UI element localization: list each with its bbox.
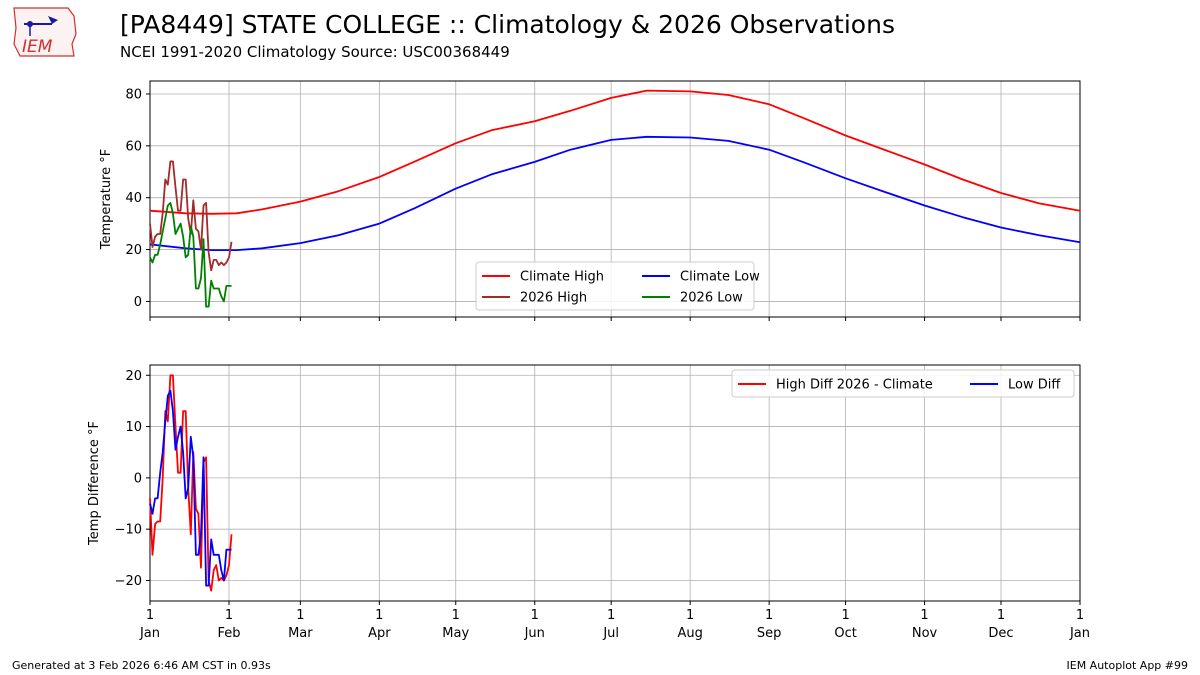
- y-tick-label: 0: [134, 295, 142, 310]
- y-tick-label: 20: [125, 369, 142, 384]
- generated-timestamp: Generated at 3 Feb 2026 6:46 AM CST in 0…: [12, 659, 271, 672]
- y-tick-label: 60: [125, 139, 142, 154]
- legend-box: [731, 369, 1075, 398]
- plot-frame: [149, 80, 1081, 318]
- x-tick-month-label: Nov: [912, 626, 938, 641]
- app-label: IEM Autoplot App #99: [1066, 659, 1189, 672]
- x-tick-label: 1: [225, 608, 233, 623]
- legend-label: 2026 Low: [680, 291, 743, 306]
- legend-label: Climate Low: [680, 270, 760, 285]
- legend-label: Low Diff: [1008, 378, 1061, 393]
- x-tick-month-label: Jan: [1069, 626, 1090, 641]
- x-tick-month-label: Jul: [602, 626, 619, 641]
- x-tick-label: 1: [531, 608, 539, 623]
- x-tick-month-label: Mar: [288, 626, 313, 641]
- series-line-low-diff: [149, 389, 232, 587]
- y-tick-label: 10: [125, 420, 142, 435]
- series-line-climate-high: [149, 89, 1081, 215]
- series-line-high-diff-2026-climate: [149, 374, 233, 592]
- legend-label: Climate High: [520, 270, 604, 285]
- legend-label: 2026 High: [520, 291, 587, 306]
- x-tick-label: 1: [146, 608, 154, 623]
- x-tick-label: 1: [686, 608, 694, 623]
- x-tick-month-label: Sep: [757, 626, 782, 641]
- x-tick-label: 1: [841, 608, 849, 623]
- x-tick-label: 1: [765, 608, 773, 623]
- svg-text:IEM: IEM: [22, 37, 53, 57]
- y-tick-label: 20: [125, 243, 142, 258]
- y-tick-label: 0: [134, 471, 142, 486]
- x-tick-label: 1: [997, 608, 1005, 623]
- y-axis-label: Temperature °F: [99, 149, 114, 250]
- x-tick-label: 1: [296, 608, 304, 623]
- x-tick-month-label: Oct: [834, 626, 856, 641]
- x-tick-label: 1: [452, 608, 460, 623]
- plot-frame: [149, 364, 1081, 602]
- x-tick-label: 1: [375, 608, 383, 623]
- panel-2: −20 −10 0 10 20 1 Jan 1 Feb 1 Mar 1 Apr 1 May 1 Jun 1 Jul 1…: [87, 364, 1090, 641]
- chart-subtitle: NCEI 1991-2020 Climatology Source: USC00…: [120, 43, 510, 61]
- x-tick-label: 1: [607, 608, 615, 623]
- series-line-2026-high: [149, 160, 233, 272]
- x-tick-month-label: Feb: [217, 626, 240, 641]
- x-tick-month-label: Jan: [139, 626, 160, 641]
- legend: High Diff 2026 - Climate Low Diff: [731, 369, 1075, 398]
- y-tick-label: 40: [125, 191, 142, 206]
- x-tick-month-label: Aug: [677, 626, 702, 641]
- legend-label: High Diff 2026 - Climate: [776, 378, 933, 393]
- x-tick-month-label: Dec: [988, 626, 1013, 641]
- iem-logo: IEM: [13, 7, 77, 57]
- y-tick-label: −10: [115, 523, 142, 538]
- legend: Climate High Climate Low 2026 High 2026 Low: [475, 261, 760, 311]
- x-tick-label: 1: [1076, 608, 1084, 623]
- x-tick-month-label: Apr: [368, 626, 391, 641]
- x-tick-month-label: Jun: [524, 626, 545, 641]
- series-line-climate-low: [149, 135, 1081, 252]
- x-tick-month-label: May: [442, 626, 469, 641]
- y-tick-label: 80: [125, 87, 142, 102]
- y-axis-label: Temp Difference °F: [87, 421, 102, 546]
- chart-title: [PA8449] STATE COLLEGE :: Climatology & …: [120, 10, 895, 39]
- y-tick-label: −20: [115, 574, 142, 589]
- series-line-2026-low: [149, 201, 232, 308]
- x-tick-label: 1: [920, 608, 928, 623]
- legend-box: [475, 261, 755, 311]
